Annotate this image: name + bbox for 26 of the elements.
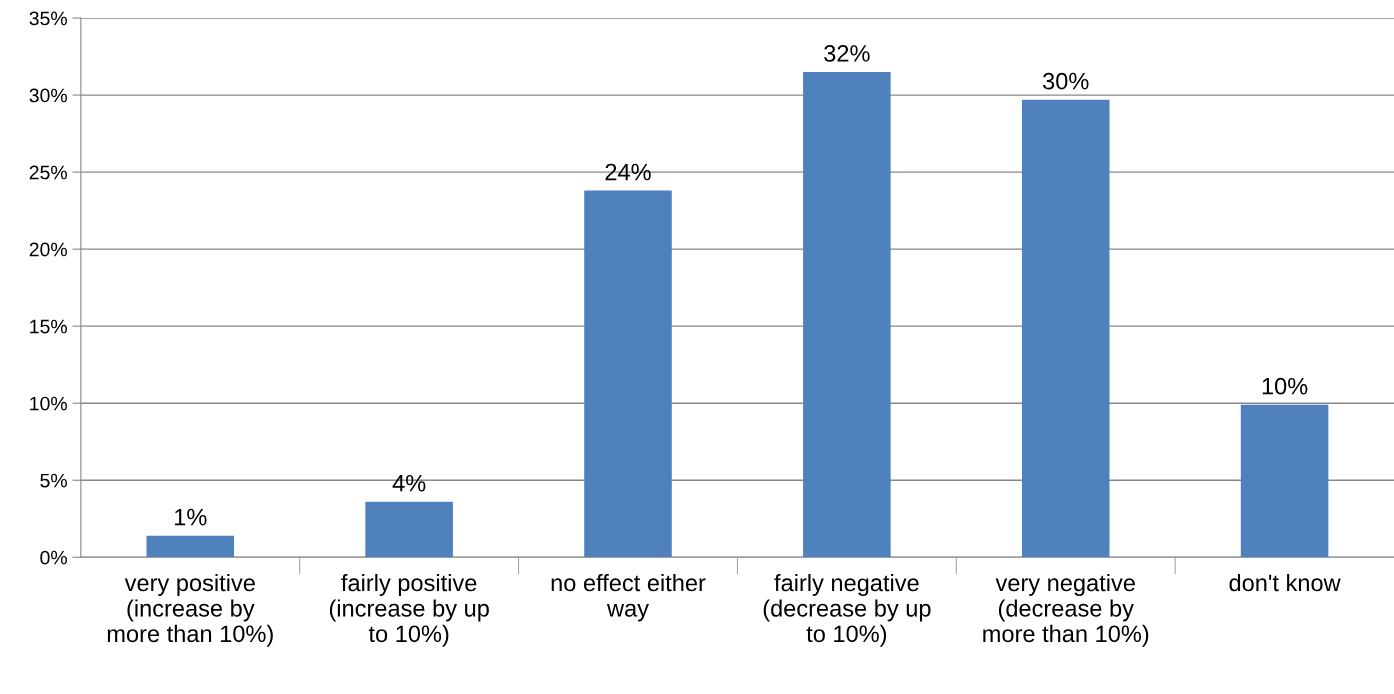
y-tick-label: 25% [29,165,67,180]
data-label: 24% [605,163,651,181]
data-label: 30% [1042,72,1089,90]
x-tick-label: fairly positive (increase by up to 10%) [329,573,489,647]
y-tick-label: 5% [40,473,67,488]
x-tick-label: fairly negative (decrease by up to 10%) [763,573,931,647]
data-label: 32% [824,45,870,62]
x-tick-label: very positive (increase by more than 10%) [107,573,273,647]
bar [1021,99,1110,558]
bar [146,535,235,558]
x-tick-label: don't know [1229,573,1341,592]
data-label: 1% [175,508,207,526]
bar [584,190,672,558]
y-tick-label: 0% [40,550,67,565]
y-tick-label: 15% [30,319,67,334]
data-label: 10% [1262,377,1308,395]
y-tick-label: 30% [29,88,67,103]
x-tick-label: no effect either way [551,573,706,622]
x-tick-label: very negative (decrease by more than 10%) [983,573,1149,647]
bar [803,71,891,558]
bar [365,501,453,558]
bar [1240,404,1329,558]
data-label: 4% [392,474,426,492]
y-tick-label: 35% [29,11,67,26]
y-tick-label: 20% [29,242,67,257]
y-tick-label: 10% [30,396,67,411]
